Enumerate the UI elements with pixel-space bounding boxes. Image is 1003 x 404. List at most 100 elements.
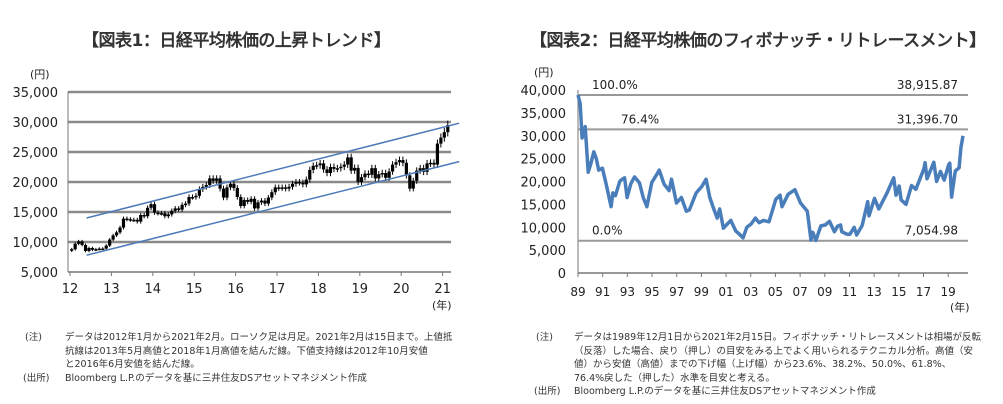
candle-body [83,245,88,251]
note-line: データは1989年12月1日から2021年2月15日。フィボナッチ・リトレースメ… [574,332,981,343]
x-tick-label: 97 [669,285,684,299]
fib-percent-label: 0.0% [592,224,623,238]
y-tick-label: 15,000 [13,206,59,221]
candle-body [125,218,129,221]
x-tick-label: 19 [941,285,956,299]
y-tick-label: 30,000 [521,130,567,145]
candle-body [349,157,353,171]
note-label: (注) [536,332,553,343]
candle-body [235,188,239,197]
y-tick-label: 35,000 [521,107,567,122]
candle-body [415,170,419,181]
y-tick-label: 20,000 [521,176,567,191]
candle-body [114,232,119,236]
y-tick-label: 40,000 [521,84,567,99]
candle-body [390,164,395,172]
candle-body [97,248,101,251]
candle-body [401,160,405,163]
x-tick-label: 14 [145,282,162,297]
x-tick-label: 13 [867,285,882,299]
fib-value-label: 7,054.98 [905,224,958,238]
candle-body [80,241,84,245]
candle-body [273,187,277,193]
candle-body [356,167,360,182]
x-tick-label: 18 [310,282,327,297]
candle-body [177,208,181,210]
x-tick-label: 20 [393,282,410,297]
x-tick-label: 19 [352,282,369,297]
candle-body [304,179,308,185]
y-axis-unit: (円) [30,68,50,81]
chart1-trend: 5,000 10,000 15,000 20,000 25,000 30,000 35,00… [13,68,460,312]
candle-body [139,215,143,222]
candle-body [308,170,312,180]
x-tick-label: 89 [570,285,585,299]
chart2-title: 【図表2：日経平均株価のフィボナッチ・リトレースメント】 [530,31,986,51]
x-tick-label: 07 [792,285,807,299]
fib-value-label: 38,915.87 [897,78,958,92]
note-line: 76.4%戻した（押した）水準を目安と考える。 [574,372,775,384]
candle-body [318,163,322,166]
candle-body [259,200,264,203]
candle-body [132,219,136,222]
note-line: データは2012年1月から2021年2月。ローソク足は月足。2021年2月は15… [65,332,453,343]
candle-body [346,157,350,165]
note-text: データは2012年1月から2021年2月。ローソク足は月足。2021年2月は15… [65,331,452,372]
candle-body [263,200,267,204]
candle-body [256,202,260,209]
candle-body [332,167,336,169]
x-tick-label: 17 [269,282,286,297]
candle-body [232,183,236,188]
candle-body [353,167,357,171]
candle-body [377,174,381,179]
candle-body [446,125,450,133]
source-text: Bloomberg L.P.のデータを基に三井住友DSアセットマネジメント作成 [574,386,876,397]
x-tick-label: 15 [186,282,203,297]
fib-percent-label: 76.4% [621,112,659,126]
fib-value-label: 31,396.70 [897,112,958,126]
y-tick-label: 25,000 [13,146,59,161]
x-tick-label: 03 [743,285,758,299]
x-tick-label: 91 [595,285,610,299]
candle-body [121,218,126,228]
y-tick-label: 15,000 [521,198,567,213]
y-tick-label: 25,000 [521,153,567,168]
candle-body [339,166,343,169]
x-tick-label: 01 [718,285,733,299]
candle-body [135,219,139,222]
candle-body [394,162,398,165]
x-tick-label: 11 [842,285,857,299]
candle-body [270,192,274,198]
candle-body [142,215,146,217]
candle-body [166,214,170,217]
chart2-fibonacci: 0 5,000 10,000 15,000 20,000 25,000 30,000 35,0… [521,66,970,314]
candle-body [128,219,132,221]
chart1-notes: (注) データは2012年1月から2021年2月。ローソク足は月足。2021年2… [23,331,495,401]
candle-body [194,195,198,198]
note-line: （反落）した場合、戻り（押し）の目安をみる上でよく用いられるテクニカル分析。高値… [574,345,974,357]
candle-body [190,197,195,199]
candle-body [301,182,305,185]
y-tick-label: 30,000 [13,116,59,131]
y-tick-label: 5,000 [21,266,58,281]
candle-body [225,187,229,198]
x-tick-label: 05 [768,285,783,299]
chart1-title: 【図表1：日経平均株価の上昇トレンド】 [82,31,391,51]
chart2-notes: (注) データは1989年12月1日から2021年2月15日。フィボナッチ・リト… [534,331,996,401]
candle-body [335,168,339,170]
candle-body [108,239,112,246]
candle-body [342,164,346,167]
candle-body [290,183,295,187]
source-label: (出所) [23,372,50,384]
x-tick-label: 13 [103,282,120,297]
candle-body [404,162,408,176]
candle-body [373,168,377,179]
candle-body [284,187,288,189]
candle-body [163,213,167,217]
candle-body [277,187,281,189]
candle-body [204,185,208,187]
candle-body [104,245,108,249]
candle-body [73,243,77,250]
candle-body [439,137,443,144]
candle-body [435,143,440,165]
